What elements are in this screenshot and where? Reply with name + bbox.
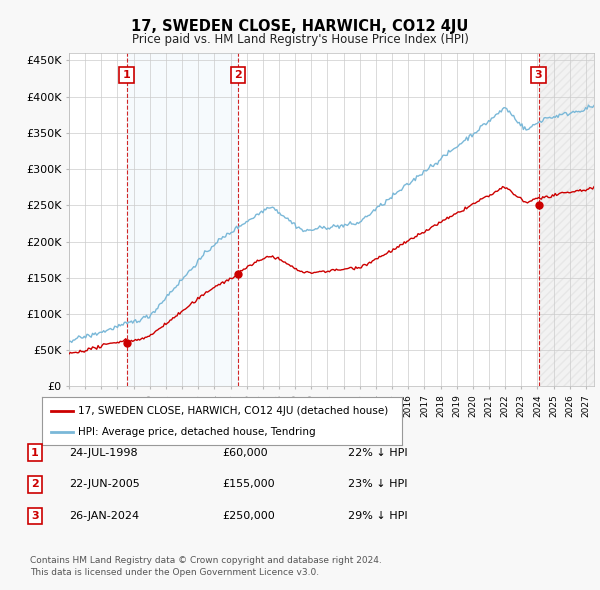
- Bar: [539, 53, 594, 386]
- Text: 26-JAN-2024: 26-JAN-2024: [69, 512, 139, 521]
- Text: 23% ↓ HPI: 23% ↓ HPI: [348, 480, 407, 489]
- Text: 3: 3: [31, 512, 38, 521]
- Text: £60,000: £60,000: [222, 448, 268, 457]
- Text: £155,000: £155,000: [222, 480, 275, 489]
- Text: 1: 1: [122, 70, 130, 80]
- Text: Price paid vs. HM Land Registry's House Price Index (HPI): Price paid vs. HM Land Registry's House …: [131, 33, 469, 46]
- Text: HPI: Average price, detached house, Tendring: HPI: Average price, detached house, Tend…: [78, 427, 316, 437]
- Text: 17, SWEDEN CLOSE, HARWICH, CO12 4JU (detached house): 17, SWEDEN CLOSE, HARWICH, CO12 4JU (det…: [78, 405, 388, 415]
- Text: 3: 3: [535, 70, 542, 80]
- Bar: [127, 53, 238, 386]
- Text: 24-JUL-1998: 24-JUL-1998: [69, 448, 137, 457]
- Text: 29% ↓ HPI: 29% ↓ HPI: [348, 512, 407, 521]
- Text: 2: 2: [234, 70, 242, 80]
- Text: 1: 1: [31, 448, 38, 457]
- Text: 22-JUN-2005: 22-JUN-2005: [69, 480, 140, 489]
- Text: 17, SWEDEN CLOSE, HARWICH, CO12 4JU: 17, SWEDEN CLOSE, HARWICH, CO12 4JU: [131, 19, 469, 34]
- Text: £250,000: £250,000: [222, 512, 275, 521]
- Text: Contains HM Land Registry data © Crown copyright and database right 2024.
This d: Contains HM Land Registry data © Crown c…: [30, 556, 382, 577]
- Text: 2: 2: [31, 480, 38, 489]
- Text: 22% ↓ HPI: 22% ↓ HPI: [348, 448, 407, 457]
